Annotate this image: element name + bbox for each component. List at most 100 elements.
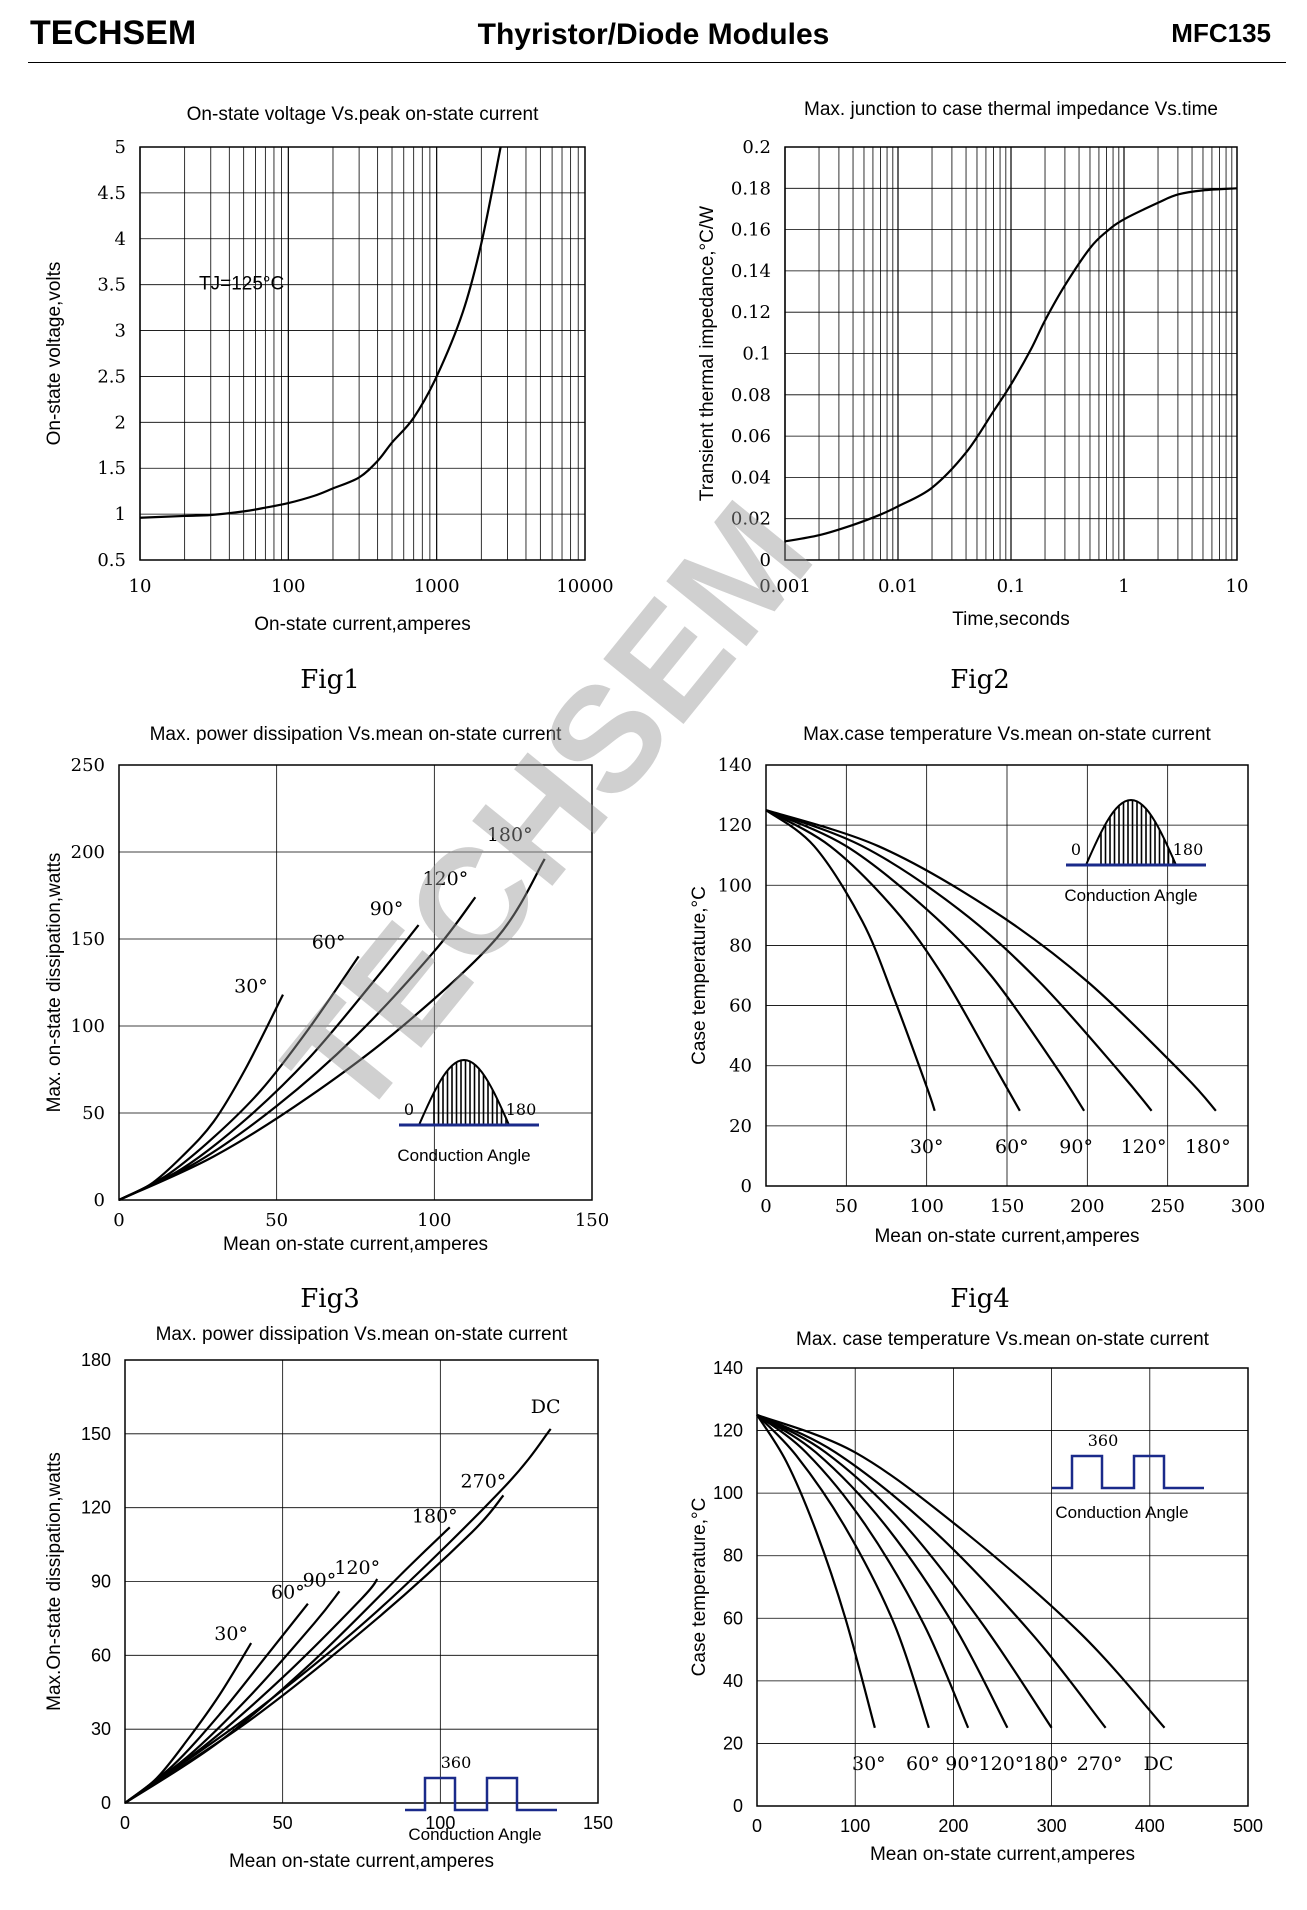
chart-3-inset-caption: Conduction Angle	[1064, 886, 1197, 905]
chart-5-ylabel: Case temperature,°C	[689, 1498, 710, 1677]
chart-4-ytick-label: 0	[101, 1793, 111, 1813]
chart-2-xtick-label: 50	[265, 1210, 288, 1231]
chart-4-xtick-label: 100	[425, 1813, 455, 1833]
chart-1-frame	[784, 146, 1238, 561]
chart-5-series-label: 60°	[906, 1753, 940, 1775]
chart-0-ylabel: On-state voltage,volts	[44, 262, 65, 446]
chart-5-series-line	[756, 1414, 876, 1729]
chart-5-series-label: 270°	[1077, 1753, 1123, 1775]
chart-5-ytick-label: 120	[713, 1421, 743, 1441]
chart-0-title: On-state voltage Vs.peak on-state curren…	[187, 104, 539, 125]
chart-4-xtick-label: 0	[120, 1813, 130, 1833]
chart-2-xtick-label: 0	[113, 1210, 124, 1231]
figure-caption-1: Fig1	[300, 665, 360, 695]
chart-1-series-line	[784, 187, 1238, 543]
chart-4-series-line	[124, 1494, 505, 1804]
chart-3-frame	[765, 764, 1249, 1187]
chart-5-series-line	[756, 1413, 1053, 1729]
chart-0-ytick-label: 4.5	[97, 183, 126, 204]
chart-1-xtick-label: 0.01	[878, 576, 918, 597]
chart-4-inset-caption: Conduction Angle	[408, 1825, 541, 1844]
chart-4-ytick-label: 90	[91, 1572, 111, 1592]
chart-2-ytick-label: 250	[71, 755, 105, 776]
chart-0-frame	[139, 146, 586, 561]
document-title: Thyristor/Diode Modules	[477, 18, 830, 51]
chart-1-xtick-label: 10	[1226, 576, 1249, 597]
chart-4-series-line	[124, 1602, 309, 1804]
chart-1-ytick-label: 0	[760, 550, 771, 571]
chart-1-xlabel: Time,seconds	[952, 609, 1070, 630]
chart-3-ytick-label: 100	[718, 875, 752, 896]
chart-2-series-label: 30°	[234, 976, 268, 998]
chart-3-series-label: 180°	[1185, 1136, 1231, 1158]
chart-4-xtick-label: 50	[273, 1813, 293, 1833]
figure-caption-3: Fig3	[300, 1284, 360, 1314]
chart-3-xtick-label: 50	[835, 1196, 858, 1217]
chart-5-ytick-label: 20	[723, 1733, 743, 1753]
chart-3-xtick-label: 300	[1231, 1196, 1265, 1217]
chart-3-inset-right: 180	[1173, 840, 1204, 859]
chart-2-series-line	[118, 994, 284, 1201]
chart-4-ylabel: Max.On-state dissipation,watts	[44, 1452, 65, 1711]
chart-2-series-line	[118, 896, 477, 1201]
chart-2-inset-right: 180	[506, 1100, 537, 1119]
chart-0-ytick-label: 1.5	[97, 458, 126, 479]
chart-3-ytick-label: 140	[718, 755, 752, 776]
chart-4-series-label: 270°	[461, 1470, 507, 1492]
chart-4-ytick-label: 60	[91, 1645, 111, 1665]
chart-4-ytick-label: 150	[81, 1424, 111, 1444]
chart-5-series-label: DC	[1144, 1753, 1174, 1775]
chart-3-ytick-label: 120	[718, 815, 752, 836]
chart-5-xlabel: Mean on-state current,amperes	[870, 1844, 1135, 1865]
chart-2-inset-caption: Conduction Angle	[397, 1146, 530, 1165]
chart-0-series-line	[139, 146, 502, 519]
chart-3-series-label: 120°	[1121, 1136, 1167, 1158]
chart-1-ytick-label: 0.06	[731, 426, 771, 447]
chart-3-series-label: 90°	[1059, 1136, 1093, 1158]
chart-3-xtick-label: 250	[1150, 1196, 1184, 1217]
chart-4-series-label: 60°	[271, 1582, 305, 1604]
chart-1-ytick-label: 0.1	[742, 344, 771, 365]
chart-0-xlabel: On-state current,amperes	[254, 614, 470, 635]
chart-3-inset-left: 0	[1071, 840, 1081, 859]
chart-2-xlabel: Mean on-state current,amperes	[223, 1234, 488, 1255]
chart-2-ytick-label: 150	[71, 929, 105, 950]
chart-1-ytick-label: 0.14	[731, 261, 771, 282]
chart-2-ytick-label: 0	[94, 1190, 105, 1211]
chart-5-xtick-label: 500	[1233, 1816, 1263, 1836]
chart-3-xtick-label: 0	[760, 1196, 771, 1217]
chart-2-inset-sine	[418, 1058, 510, 1126]
chart-5-ytick-label: 0	[733, 1796, 743, 1816]
chart-5-ytick-label: 40	[723, 1671, 743, 1691]
chart-4-title: Max. power dissipation Vs.mean on-state …	[156, 1324, 569, 1345]
figure-caption-2: Fig2	[950, 665, 1010, 695]
chart-2-series-label: 60°	[312, 931, 346, 953]
chart-5-ytick-label: 100	[713, 1483, 743, 1503]
chart-0-ytick-label: 2	[115, 412, 126, 433]
chart-0-ytick-label: 2.5	[97, 366, 126, 387]
figure-caption-4: Fig4	[950, 1284, 1010, 1314]
chart-3-inset-sine	[1085, 798, 1177, 866]
chart-3-ytick-label: 20	[729, 1116, 752, 1137]
chart-2-series-label: 120°	[422, 868, 468, 890]
chart-3-title: Max.case temperature Vs.mean on-state cu…	[803, 724, 1211, 745]
chart-5-series-label: 90°	[945, 1753, 979, 1775]
chart-2-series-label: 90°	[370, 898, 404, 920]
chart-5-series-line	[756, 1414, 930, 1729]
chart-0-annotation: TJ=125°C	[199, 273, 284, 294]
chart-0-ytick-label: 1	[115, 504, 126, 525]
chart-4-series-line	[124, 1578, 379, 1804]
chart-2-ylabel: Max. on-state dissipation,watts	[44, 853, 65, 1113]
chart-4-ytick-label: 30	[91, 1719, 111, 1739]
chart-1-ytick-label: 0.04	[731, 467, 771, 488]
chart-4-series-label: 30°	[214, 1623, 248, 1645]
chart-5-series-line	[756, 1414, 1009, 1729]
chart-1-ytick-label: 0.2	[742, 137, 771, 158]
chart-5-xtick-label: 100	[840, 1816, 870, 1836]
chart-5-series-line	[756, 1413, 1166, 1729]
chart-1-ylabel: Transient thermal impedance,°C/W	[697, 206, 718, 501]
brand-name: TECHSEM	[30, 14, 197, 52]
chart-0-ytick-label: 0.5	[97, 550, 126, 571]
chart-4-series-line	[124, 1526, 451, 1804]
